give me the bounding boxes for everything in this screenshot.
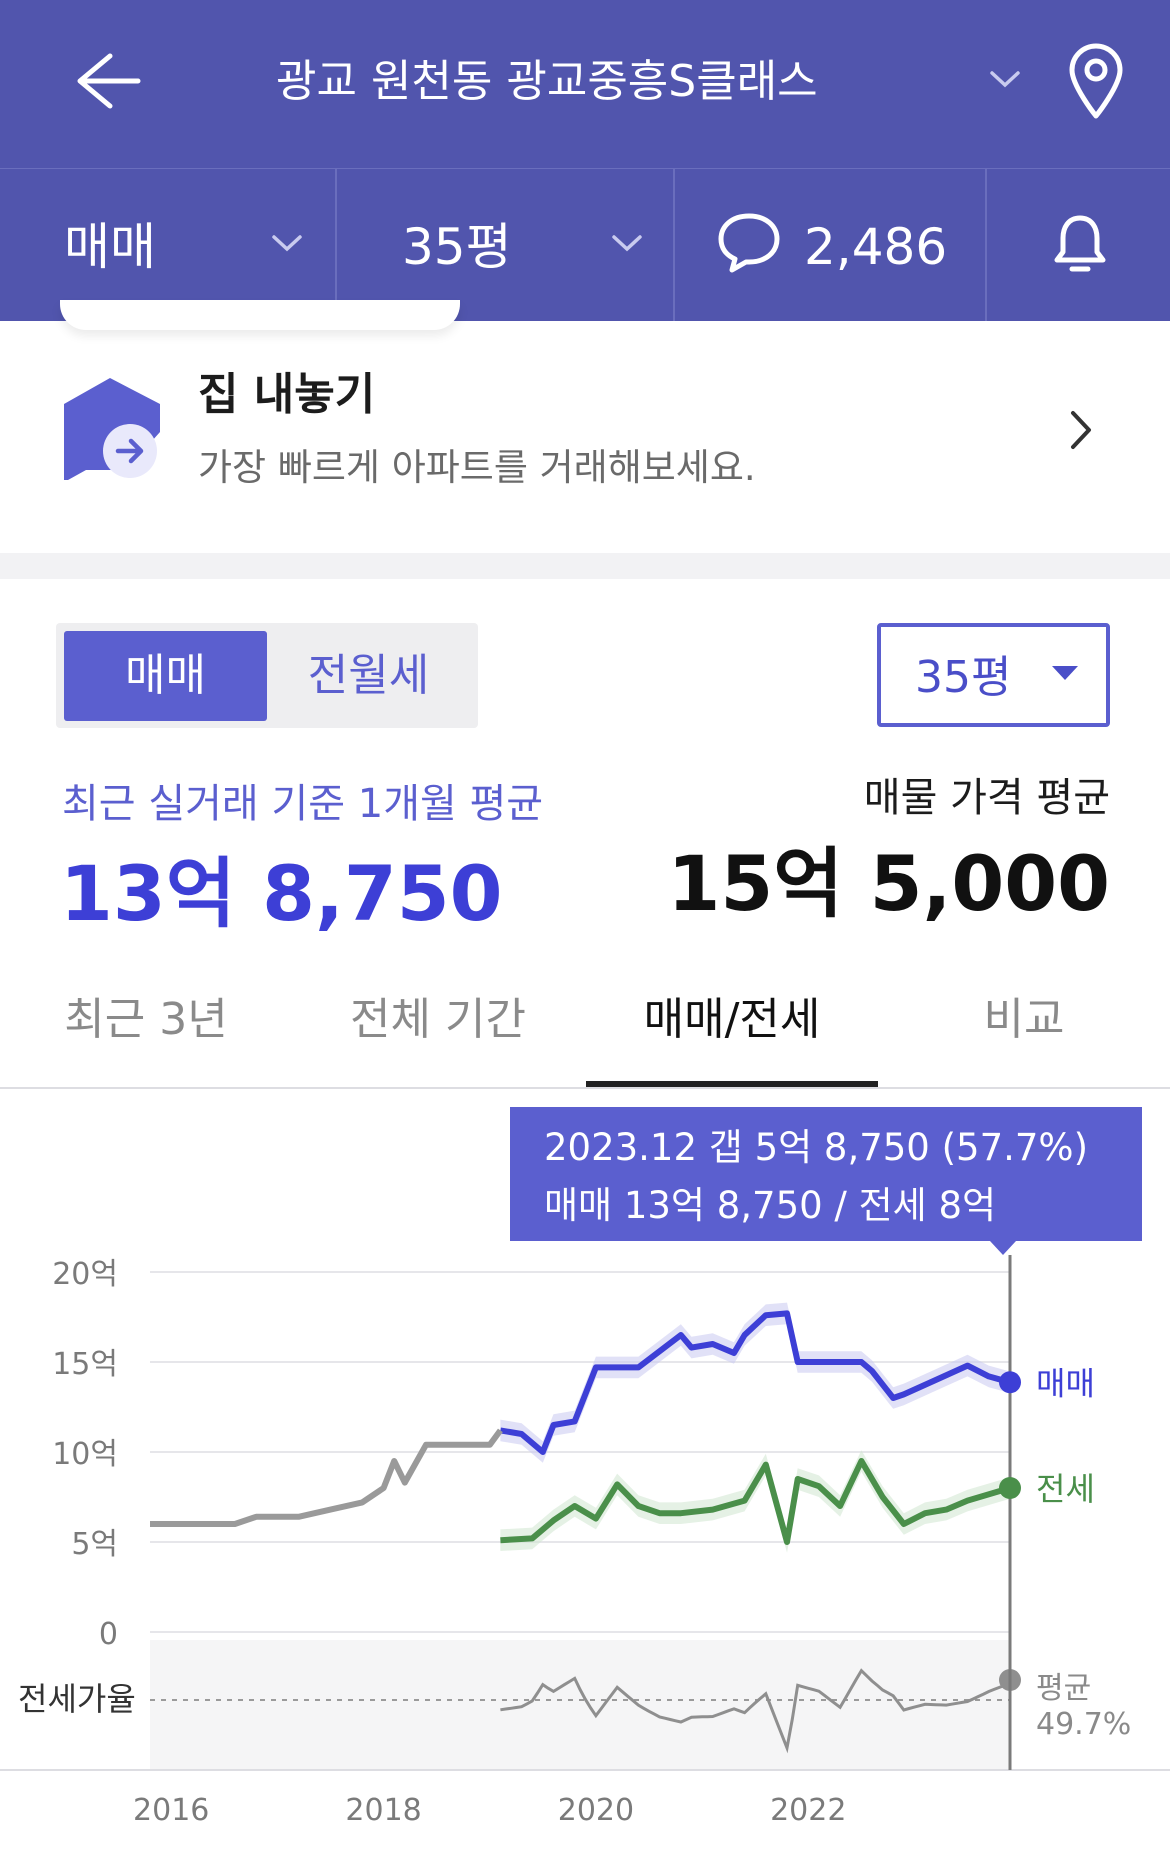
chevron-right-icon[interactable]: [1066, 408, 1096, 452]
sale-endpoint: [999, 1371, 1021, 1394]
filter-divider: [335, 168, 337, 321]
listing-price-label: 매물 가격 평균: [863, 775, 1110, 821]
back-arrow-icon[interactable]: [70, 48, 142, 114]
map-pin-icon[interactable]: [1066, 42, 1126, 120]
y-tick-label: 20억: [52, 1257, 118, 1292]
recent-price-label: 최근 실거래 기준 1개월 평균: [62, 781, 544, 827]
chart-callout: 2023.12 갭 5억 8,750 (57.7%) 매매 13억 8,750 …: [510, 1107, 1142, 1241]
sell-banner-title: 집 내놓기: [198, 369, 376, 420]
ratio-band: [150, 1640, 1010, 1770]
deal-type-select[interactable]: 매매: [64, 218, 156, 276]
y-tick-label: 15억: [52, 1347, 118, 1382]
x-tick-label: 2016: [133, 1793, 209, 1828]
filter-divider: [673, 168, 675, 321]
size-dropdown-value[interactable]: 35평: [915, 652, 1012, 703]
comment-count[interactable]: 2,486: [804, 218, 948, 276]
size-select[interactable]: 35평: [402, 218, 512, 276]
callout-tail: [990, 1241, 1016, 1255]
jeonse-endpoint: [999, 1477, 1021, 1499]
notification-bell-icon[interactable]: [1052, 212, 1108, 276]
filter-bar: [0, 168, 1170, 321]
deal-type-chevron-down-icon[interactable]: [270, 230, 304, 256]
filter-divider: [985, 168, 987, 321]
recent-price-value: 13억 8,750: [60, 849, 503, 938]
ratio-average-label: 평균: [1036, 1671, 1091, 1706]
sale-range-band: [500, 1302, 1010, 1463]
history-series-line: [150, 1428, 503, 1527]
size-dropdown[interactable]: [877, 623, 1110, 727]
x-tick-label: 2022: [770, 1793, 846, 1828]
x-tick-label: 2018: [345, 1793, 421, 1828]
title-chevron-down-icon[interactable]: [988, 66, 1022, 92]
tab-all-period[interactable]: 전체 기간: [350, 994, 526, 1045]
ratio-line: [500, 1668, 1011, 1754]
jeonse-range-band: [500, 1450, 1010, 1553]
comment-bubble-icon[interactable]: [716, 210, 782, 276]
listing-price-value: 15억 5,000: [667, 839, 1110, 928]
caret-down-icon[interactable]: [1050, 663, 1080, 683]
y-tick-label: 10억: [52, 1437, 118, 1472]
sell-banner-subtitle: 가장 빠르게 아파트를 거래해보세요.: [198, 446, 756, 489]
page-title[interactable]: 광교 원천동 광교중흥S클래스: [276, 56, 818, 107]
house-arrow-icon: [60, 374, 166, 484]
active-tab-indicator: [586, 1081, 878, 1087]
sale-series-line: [499, 1310, 1011, 1455]
toggle-option-sale-label[interactable]: 매매: [125, 650, 206, 701]
y-tick-label: 5억: [71, 1527, 118, 1562]
ratio-label: 전세가율: [18, 1680, 136, 1718]
callout-line1: 2023.12 갭 5억 8,750 (57.7%): [544, 1126, 1089, 1169]
toggle-option-sale[interactable]: [64, 631, 267, 721]
size-chevron-down-icon[interactable]: [610, 230, 644, 256]
jeonse-series-line: [500, 1458, 1011, 1545]
toggle-option-rent[interactable]: 전월세: [307, 650, 430, 701]
top-app-bar: [0, 0, 1170, 168]
ratio-average-value: 49.7%: [1036, 1707, 1131, 1742]
popover-stub: [60, 300, 460, 330]
tab-compare[interactable]: 비교: [983, 994, 1065, 1045]
tab-sale-jeonse[interactable]: 매매/전세: [643, 994, 821, 1045]
section-gap: [0, 553, 1170, 579]
jeonse-series-label: 전세: [1036, 1470, 1095, 1508]
sale-series-label: 매매: [1036, 1364, 1095, 1402]
y-tick-label: 0: [99, 1617, 118, 1652]
tab-recent-3y[interactable]: 최근 3년: [64, 994, 228, 1045]
tab-divider: [0, 1087, 1170, 1089]
callout-line2: 매매 13억 8,750 / 전세 8억: [544, 1184, 997, 1227]
x-tick-label: 2020: [558, 1793, 634, 1828]
